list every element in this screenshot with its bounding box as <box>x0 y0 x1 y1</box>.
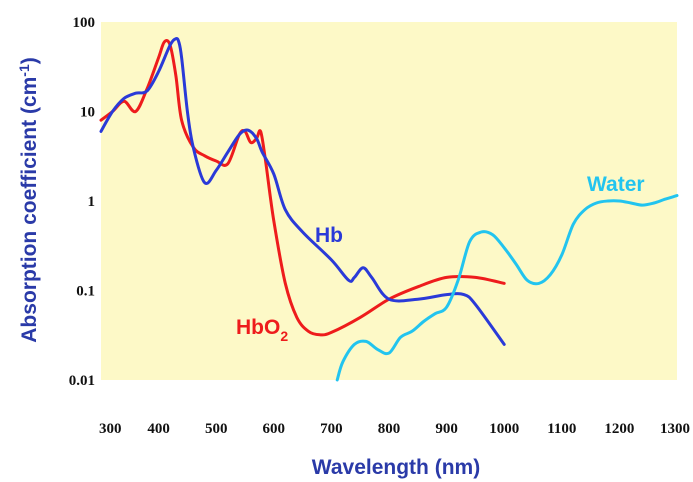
x-tick-label: 400 <box>147 421 170 437</box>
x-tick-label: 900 <box>435 421 458 437</box>
plot-area <box>101 22 677 380</box>
x-tick-label: 300 <box>99 421 122 437</box>
x-tick-label: 1200 <box>604 421 634 437</box>
x-tick-label: 500 <box>205 421 228 437</box>
y-tick-label: 0.01 <box>69 373 95 389</box>
hbo2-series-label: HbO2 <box>236 316 288 344</box>
y-tick-label: 100 <box>73 15 96 31</box>
y-axis-title-superscript: -1 <box>16 64 32 77</box>
hbo2-label-subscript: 2 <box>280 328 288 344</box>
hbo2-label-main: HbO <box>236 316 280 339</box>
water-line <box>335 194 679 382</box>
x-axis-title: Wavelength (nm) <box>312 456 480 479</box>
y-tick-label: 10 <box>80 105 95 121</box>
y-axis-title-close: ) <box>18 57 41 64</box>
y-axis-title: Absorption coefficient (cm-1) <box>16 57 41 342</box>
y-axis-title-main: Absorption coefficient (cm <box>18 77 41 343</box>
series-lines <box>99 37 679 382</box>
water-series-label: Water <box>587 173 645 196</box>
hbo-line <box>99 39 506 337</box>
x-tick-label: 1000 <box>489 421 519 437</box>
x-tick-label: 600 <box>263 421 286 437</box>
y-tick-label: 0.1 <box>76 284 95 300</box>
y-tick-label: 1 <box>88 194 96 210</box>
x-tick-label: 800 <box>378 421 401 437</box>
x-tick-label: 1300 <box>660 421 690 437</box>
x-tick-labels: 300 400 500 600 700 800 900 1000 1100 1200 1300 <box>99 421 690 437</box>
hb-series-label: Hb <box>315 224 343 247</box>
hb-line <box>99 37 506 346</box>
x-tick-label: 1100 <box>547 421 576 437</box>
x-tick-label: 700 <box>320 421 343 437</box>
y-tick-labels: 0.01 0.1 1 10 100 <box>69 15 95 389</box>
